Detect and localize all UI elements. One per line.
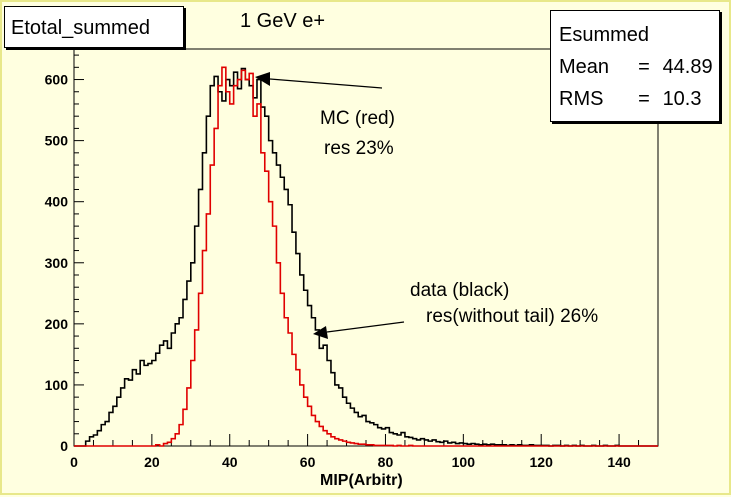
- x-tick-label: 140: [607, 454, 631, 470]
- data-arrow-line: [326, 321, 405, 333]
- stats-rms-label: RMS: [559, 88, 604, 110]
- y-tick-label: 500: [45, 133, 69, 149]
- mc-arrow-line: [269, 78, 383, 89]
- stats-mean-label: Mean: [559, 56, 610, 78]
- mc-arrow-head: [255, 72, 270, 86]
- y-axis: 0 100 200 300 400 500 600: [45, 54, 84, 454]
- y-tick-label: 400: [45, 194, 69, 210]
- stats-mean-value: 44.89: [662, 56, 713, 78]
- data-label: data (black): [410, 280, 510, 301]
- stats-box: Esummed Mean = 44.89 RMS = 10.3: [550, 10, 720, 122]
- y-tick-label: 100: [45, 377, 69, 393]
- data-resolution-label: res(without tail) 26%: [426, 306, 599, 327]
- stats-rms-value: 10.3: [662, 88, 702, 110]
- histogram-title-box: Etotal_summed: [4, 6, 184, 48]
- mc-label: MC (red): [320, 108, 395, 129]
- mc-resolution-label: res 23%: [324, 138, 394, 159]
- x-tick-label: 80: [378, 454, 394, 470]
- x-tick-label: 120: [530, 454, 554, 470]
- x-tick-label: 60: [300, 454, 316, 470]
- data-arrow-head: [313, 326, 328, 339]
- histogram-series: [74, 66, 658, 447]
- series-mc: [74, 66, 658, 447]
- y-tick-label: 300: [45, 255, 69, 271]
- stats-rms-eq: =: [638, 88, 650, 110]
- stats-name: Esummed: [559, 24, 650, 46]
- x-tick-label: 100: [452, 454, 476, 470]
- x-axis-label: MIP(Arbitr): [320, 472, 403, 489]
- histogram-title: Etotal_summed: [11, 17, 150, 39]
- x-tick-label: 40: [222, 454, 238, 470]
- stats-mean-eq: =: [638, 56, 650, 78]
- stats-row-mean: Mean = 44.89: [559, 51, 713, 83]
- subtitle: 1 GeV e+: [240, 10, 326, 32]
- y-tick-label: 200: [45, 316, 69, 332]
- y-tick-label: 600: [45, 72, 69, 88]
- x-tick-label: 20: [144, 454, 160, 470]
- stats-row-rms: RMS = 10.3: [559, 83, 711, 115]
- x-tick-label: 0: [70, 454, 78, 470]
- annotation-arrows: [255, 72, 405, 339]
- y-tick-label: 0: [60, 438, 68, 454]
